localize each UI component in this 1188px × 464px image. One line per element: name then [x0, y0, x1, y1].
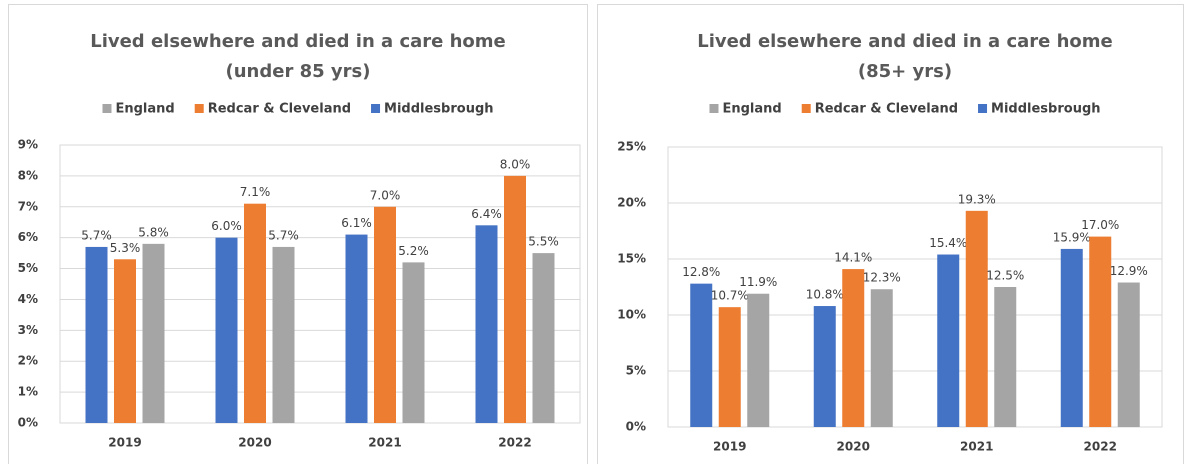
- x-tick-label: 2022: [1084, 440, 1117, 454]
- value-label: 17.0%: [1081, 218, 1119, 232]
- chart-title: Lived elsewhere and died in a care home: [697, 31, 1113, 52]
- value-label: 5.3%: [110, 241, 141, 255]
- bar: [374, 206, 396, 423]
- y-tick-label: 25%: [617, 140, 646, 154]
- value-label: 12.5%: [986, 269, 1024, 283]
- y-tick-label: 4%: [18, 292, 38, 306]
- y-tick-label: 7%: [18, 199, 38, 213]
- bar: [937, 254, 960, 427]
- bar: [870, 289, 893, 427]
- bar: [1060, 248, 1083, 427]
- bar: [747, 293, 770, 427]
- legend-label: Middlesbrough: [991, 102, 1100, 117]
- x-tick-label: 2021: [368, 436, 401, 450]
- y-tick-label: 10%: [617, 308, 646, 322]
- value-label: 5.7%: [268, 228, 299, 242]
- y-tick-label: 5%: [18, 261, 38, 275]
- panel-border: [597, 4, 1184, 464]
- bar: [504, 175, 526, 423]
- y-tick-label: 1%: [18, 385, 38, 399]
- chart-title: (under 85 yrs): [226, 61, 371, 82]
- x-tick-label: 2020: [238, 436, 271, 450]
- x-tick-label: 2021: [960, 440, 993, 454]
- bar: [475, 225, 498, 423]
- x-tick-label: 2019: [713, 440, 746, 454]
- bar: [842, 269, 865, 427]
- y-tick-label: 8%: [18, 168, 38, 182]
- bar: [690, 283, 713, 427]
- bar: [142, 243, 165, 423]
- value-label: 8.0%: [500, 157, 531, 171]
- x-tick-label: 2022: [498, 436, 531, 450]
- value-label: 5.5%: [528, 235, 559, 249]
- value-label: 5.2%: [398, 244, 429, 258]
- value-label: 6.0%: [211, 219, 242, 233]
- chart-title: (85+ yrs): [858, 61, 952, 82]
- value-label: 12.3%: [863, 271, 901, 285]
- y-tick-label: 20%: [617, 196, 646, 210]
- value-label: 12.8%: [682, 265, 720, 279]
- value-label: 6.1%: [341, 216, 372, 230]
- y-tick-label: 6%: [18, 230, 38, 244]
- plot-border: [59, 144, 581, 424]
- value-label: 10.7%: [711, 289, 749, 303]
- legend-marker: [978, 104, 988, 113]
- value-label: 7.0%: [370, 188, 401, 202]
- legend-label: England: [722, 102, 781, 117]
- value-label: 14.1%: [834, 251, 872, 265]
- bar: [813, 306, 836, 427]
- y-tick-label: 2%: [18, 354, 38, 368]
- legend-marker: [371, 104, 381, 113]
- value-label: 19.3%: [958, 192, 996, 206]
- x-tick-label: 2019: [108, 436, 141, 450]
- y-tick-label: 0%: [626, 420, 646, 434]
- value-label: 15.4%: [929, 236, 967, 250]
- panel-border: [8, 4, 588, 464]
- bar: [1089, 236, 1112, 427]
- y-tick-label: 3%: [18, 323, 38, 337]
- value-label: 7.1%: [240, 185, 271, 199]
- legend-marker: [102, 104, 112, 113]
- value-label: 10.8%: [806, 288, 844, 302]
- legend-label: Redcar & Cleveland: [815, 102, 958, 117]
- y-tick-label: 0%: [18, 416, 38, 430]
- legend-marker: [801, 104, 811, 113]
- bar: [85, 246, 108, 423]
- legend-marker: [709, 104, 719, 113]
- chart-title: Lived elsewhere and died in a care home: [90, 31, 506, 52]
- bar: [718, 307, 741, 427]
- value-label: 12.9%: [1110, 264, 1148, 278]
- legend-marker: [194, 104, 204, 113]
- legend-label: England: [115, 102, 174, 117]
- value-label: 15.9%: [1053, 230, 1091, 244]
- y-tick-label: 5%: [626, 364, 646, 378]
- bar: [215, 237, 238, 423]
- x-tick-label: 2020: [837, 440, 870, 454]
- plot-border: [667, 146, 1163, 428]
- value-label: 5.7%: [81, 228, 112, 242]
- bar: [994, 287, 1017, 427]
- value-label: 5.8%: [138, 225, 169, 239]
- bar: [532, 253, 555, 423]
- y-tick-label: 15%: [617, 252, 646, 266]
- bar: [244, 203, 266, 423]
- legend-label: Redcar & Cleveland: [208, 102, 351, 117]
- bar: [402, 262, 425, 423]
- value-label: 11.9%: [739, 275, 777, 289]
- bar: [1117, 282, 1140, 427]
- bar: [965, 210, 988, 427]
- bar: [114, 259, 136, 423]
- bar: [345, 234, 368, 423]
- y-tick-label: 9%: [18, 138, 38, 152]
- bar: [272, 246, 295, 423]
- legend-label: Middlesbrough: [384, 102, 493, 117]
- value-label: 6.4%: [471, 207, 502, 221]
